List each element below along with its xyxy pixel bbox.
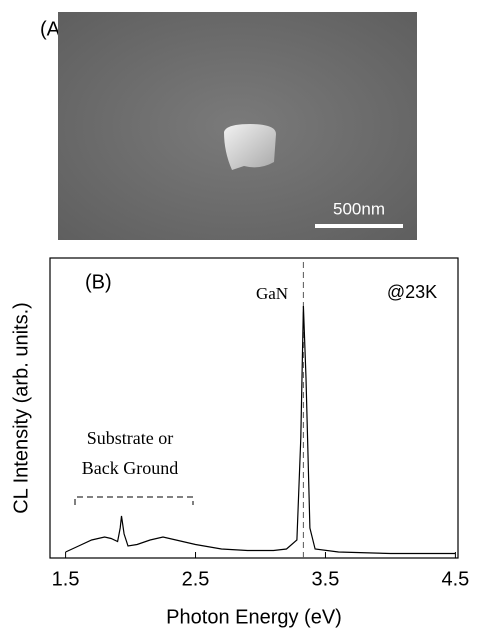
x-tick-label: 3.5 — [312, 568, 340, 590]
sem-particle — [224, 124, 276, 170]
scale-bar-label: 500nm — [333, 199, 385, 218]
spectrum-line — [65, 305, 456, 555]
y-axis-label: CL Intensity (arb. units.) — [10, 302, 32, 514]
panel-label: (B) — [85, 271, 112, 293]
bracket — [74, 496, 194, 505]
annotation: GaN — [256, 284, 288, 303]
x-tick-label: 2.5 — [182, 568, 210, 590]
chart: (B) GaN @23K Substrate or Back Ground Ph… — [10, 257, 459, 628]
x-tick-label: 4.5 — [441, 568, 469, 590]
x-tick-label: 1.5 — [52, 568, 80, 590]
annotation: @23K — [387, 282, 437, 302]
plot-frame — [49, 257, 459, 559]
x-axis-label: Photon Energy (eV) — [166, 606, 342, 628]
annotation: Substrate or — [87, 428, 173, 448]
annotation: Back Ground — [82, 458, 178, 478]
